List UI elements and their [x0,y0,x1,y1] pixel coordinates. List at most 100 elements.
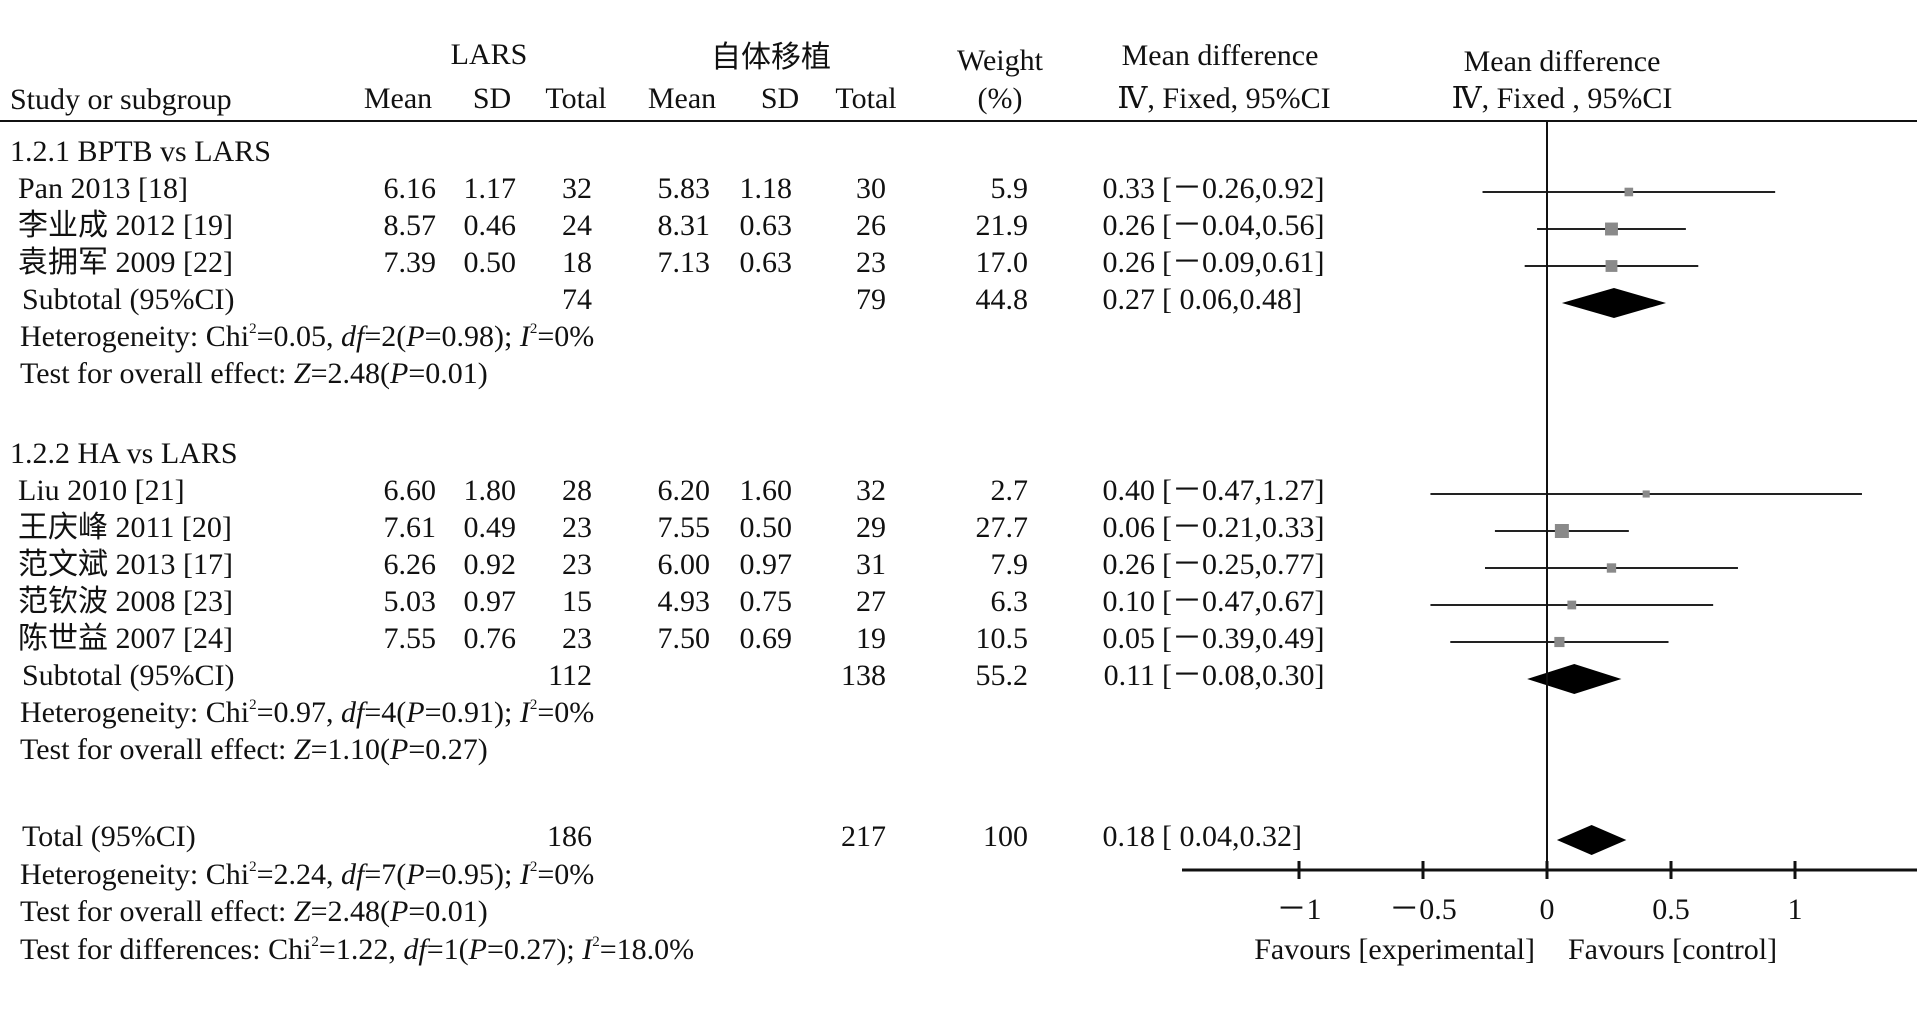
total-heterogeneity-part: 2 [249,859,257,875]
g2-row-1-point [1642,490,1650,498]
g1-overall-effect-part: =2.48( [310,357,390,390]
g2-row-3-total-b: 31 [856,548,886,581]
g2-row-4-mean-b: 4.93 [657,585,711,618]
g1-heterogeneity-part: =0.05, [256,320,342,353]
g2-row-2-mean-b: 7.55 [657,511,711,544]
header-weight-unit: (%) [977,82,1023,115]
g1-row-2-weight: 21.9 [975,209,1029,242]
group-2-title: 1.2.2 HA vs LARS [10,437,238,470]
g2-row-2-total-b: 29 [856,511,886,544]
g1-row-3-study: 袁拥军 2009 [22] [18,246,233,279]
g2-row-4-point [1567,600,1577,610]
header-mean-b: Mean [647,82,717,115]
g2-row-5-ci: [－0.39,0.49] [1162,622,1325,655]
favours-right: Favours [control] [1568,933,1778,966]
g2-row-5-total-b: 19 [856,622,886,655]
g2-row-3-mean-b: 6.00 [657,548,711,581]
g2-row-1-study: Liu 2010 [21] [18,474,185,507]
total-heterogeneity-part: df [341,858,365,891]
g1-row-1-study: Pan 2013 [18] [18,172,188,205]
g2-subtotal-md: 0.11 [1103,659,1155,692]
g1-row-2-point [1605,222,1618,236]
g1-heterogeneity-part: =0% [537,320,595,353]
g1-row-1-total-a: 32 [562,172,592,205]
g1-row-1-mean-b: 5.83 [657,172,711,205]
header-sd-a: SD [472,82,512,115]
g1-subtotal-label: Subtotal (95%CI) [22,283,235,316]
total-heterogeneity-part: =2.24, [256,858,342,891]
g1-heterogeneity-part: =0.98); [424,320,520,353]
header-total-b: Total [835,82,897,115]
g1-heterogeneity: Heterogeneity: Chi2=0.05, df=2(P=0.98); … [20,319,594,360]
g2-heterogeneity-part: 2 [249,697,257,713]
g1-heterogeneity-part: 2 [249,321,257,337]
g1-row-3-sd-b: 0.63 [739,246,793,279]
g2-subtotal-ci: [－0.08,0.30] [1162,659,1325,692]
g1-overall-effect: Test for overall effect: Z=2.48(P=0.01) [20,356,488,392]
total-total-a: 186 [547,820,592,853]
g2-heterogeneity-part: Heterogeneity: Chi [20,696,250,729]
g2-row-2-md: 0.06 [1102,511,1156,544]
g1-row-3-ci: [－0.09,0.61] [1162,246,1325,279]
subgroup-differences-part: 2 [311,934,319,950]
g2-row-5-md: 0.05 [1102,622,1156,655]
header-md-text-method: Ⅳ, Fixed, 95%CI [1117,82,1331,115]
total-heterogeneity-part: 2 [529,859,538,875]
g2-row-2-mean-a: 7.61 [383,511,437,544]
g1-row-1-point [1624,187,1634,197]
g2-overall-effect-part: =0.27) [408,733,488,766]
total-heterogeneity-part: =0.95); [424,858,520,891]
g2-row-4-mean-a: 5.03 [383,585,437,618]
g2-overall-effect-part: P [390,733,409,766]
g2-row-3-ci: [－0.25,0.77] [1162,548,1325,581]
g2-row-4-total-a: 15 [562,585,592,618]
g2-heterogeneity-part: P [406,696,425,729]
g2-heterogeneity-part: =0.97, [256,696,342,729]
g2-heterogeneity-part: df [341,696,365,729]
g2-row-3-sd-b: 0.97 [739,548,793,581]
total-heterogeneity-part: Heterogeneity: Chi [20,858,250,891]
x-tick-label-5: 1 [1787,893,1803,926]
g2-subtotal-label: Subtotal (95%CI) [22,659,235,692]
header-group-b: 自体移植 [711,41,831,74]
g1-row-1-sd-b: 1.18 [739,172,793,205]
g1-row-1-total-b: 30 [856,172,886,205]
g1-row-1-mean-a: 6.16 [383,172,437,205]
subgroup-differences-part: P [468,933,487,966]
subgroup-differences-part: =18.0% [599,933,695,966]
g2-subtotal-diamond [1527,664,1622,694]
g2-row-4-total-b: 27 [856,585,886,618]
g2-row-1-md: 0.40 [1102,474,1156,507]
g2-row-3-sd-a: 0.92 [463,548,517,581]
header-study: Study or subgroup [10,83,232,116]
g2-row-1-ci: [－0.47,1.27] [1162,474,1325,507]
g2-heterogeneity-part: =0% [537,696,595,729]
g2-row-1-weight: 2.7 [990,474,1029,507]
total-overall-effect-part: =0.01) [408,895,488,928]
g1-overall-effect-part: =0.01) [408,357,488,390]
g1-subtotal-md: 0.27 [1102,283,1156,316]
g2-row-4-sd-b: 0.75 [739,585,793,618]
subgroup-differences-part: =1( [426,933,469,966]
g1-row-3-total-a: 18 [562,246,592,279]
g1-heterogeneity-part: 2 [529,321,538,337]
g1-row-1-md: 0.33 [1102,172,1156,205]
g1-subtotal-total-a: 74 [562,283,592,316]
g1-subtotal-diamond [1561,288,1667,318]
header-sd-b: SD [760,82,800,115]
g1-row-3-sd-a: 0.50 [463,246,517,279]
g2-row-4-weight: 6.3 [990,585,1029,618]
g2-row-1-sd-a: 1.80 [463,474,517,507]
g2-overall-effect-part: Test for overall effect: [20,733,294,766]
g2-row-2-ci: [－0.21,0.33] [1162,511,1325,544]
total-overall-effect-part: Z [293,895,311,928]
g2-heterogeneity-part: 2 [529,697,538,713]
g1-row-3-mean-a: 7.39 [383,246,437,279]
g2-row-5-total-a: 23 [562,622,592,655]
g1-overall-effect-part: P [390,357,409,390]
x-tick-label-4: 0.5 [1652,893,1690,926]
g2-row-2-sd-a: 0.49 [463,511,517,544]
g1-heterogeneity-part: Heterogeneity: Chi [20,320,250,353]
g1-heterogeneity-part: =2( [364,320,407,353]
g2-row-3-point [1606,563,1617,573]
